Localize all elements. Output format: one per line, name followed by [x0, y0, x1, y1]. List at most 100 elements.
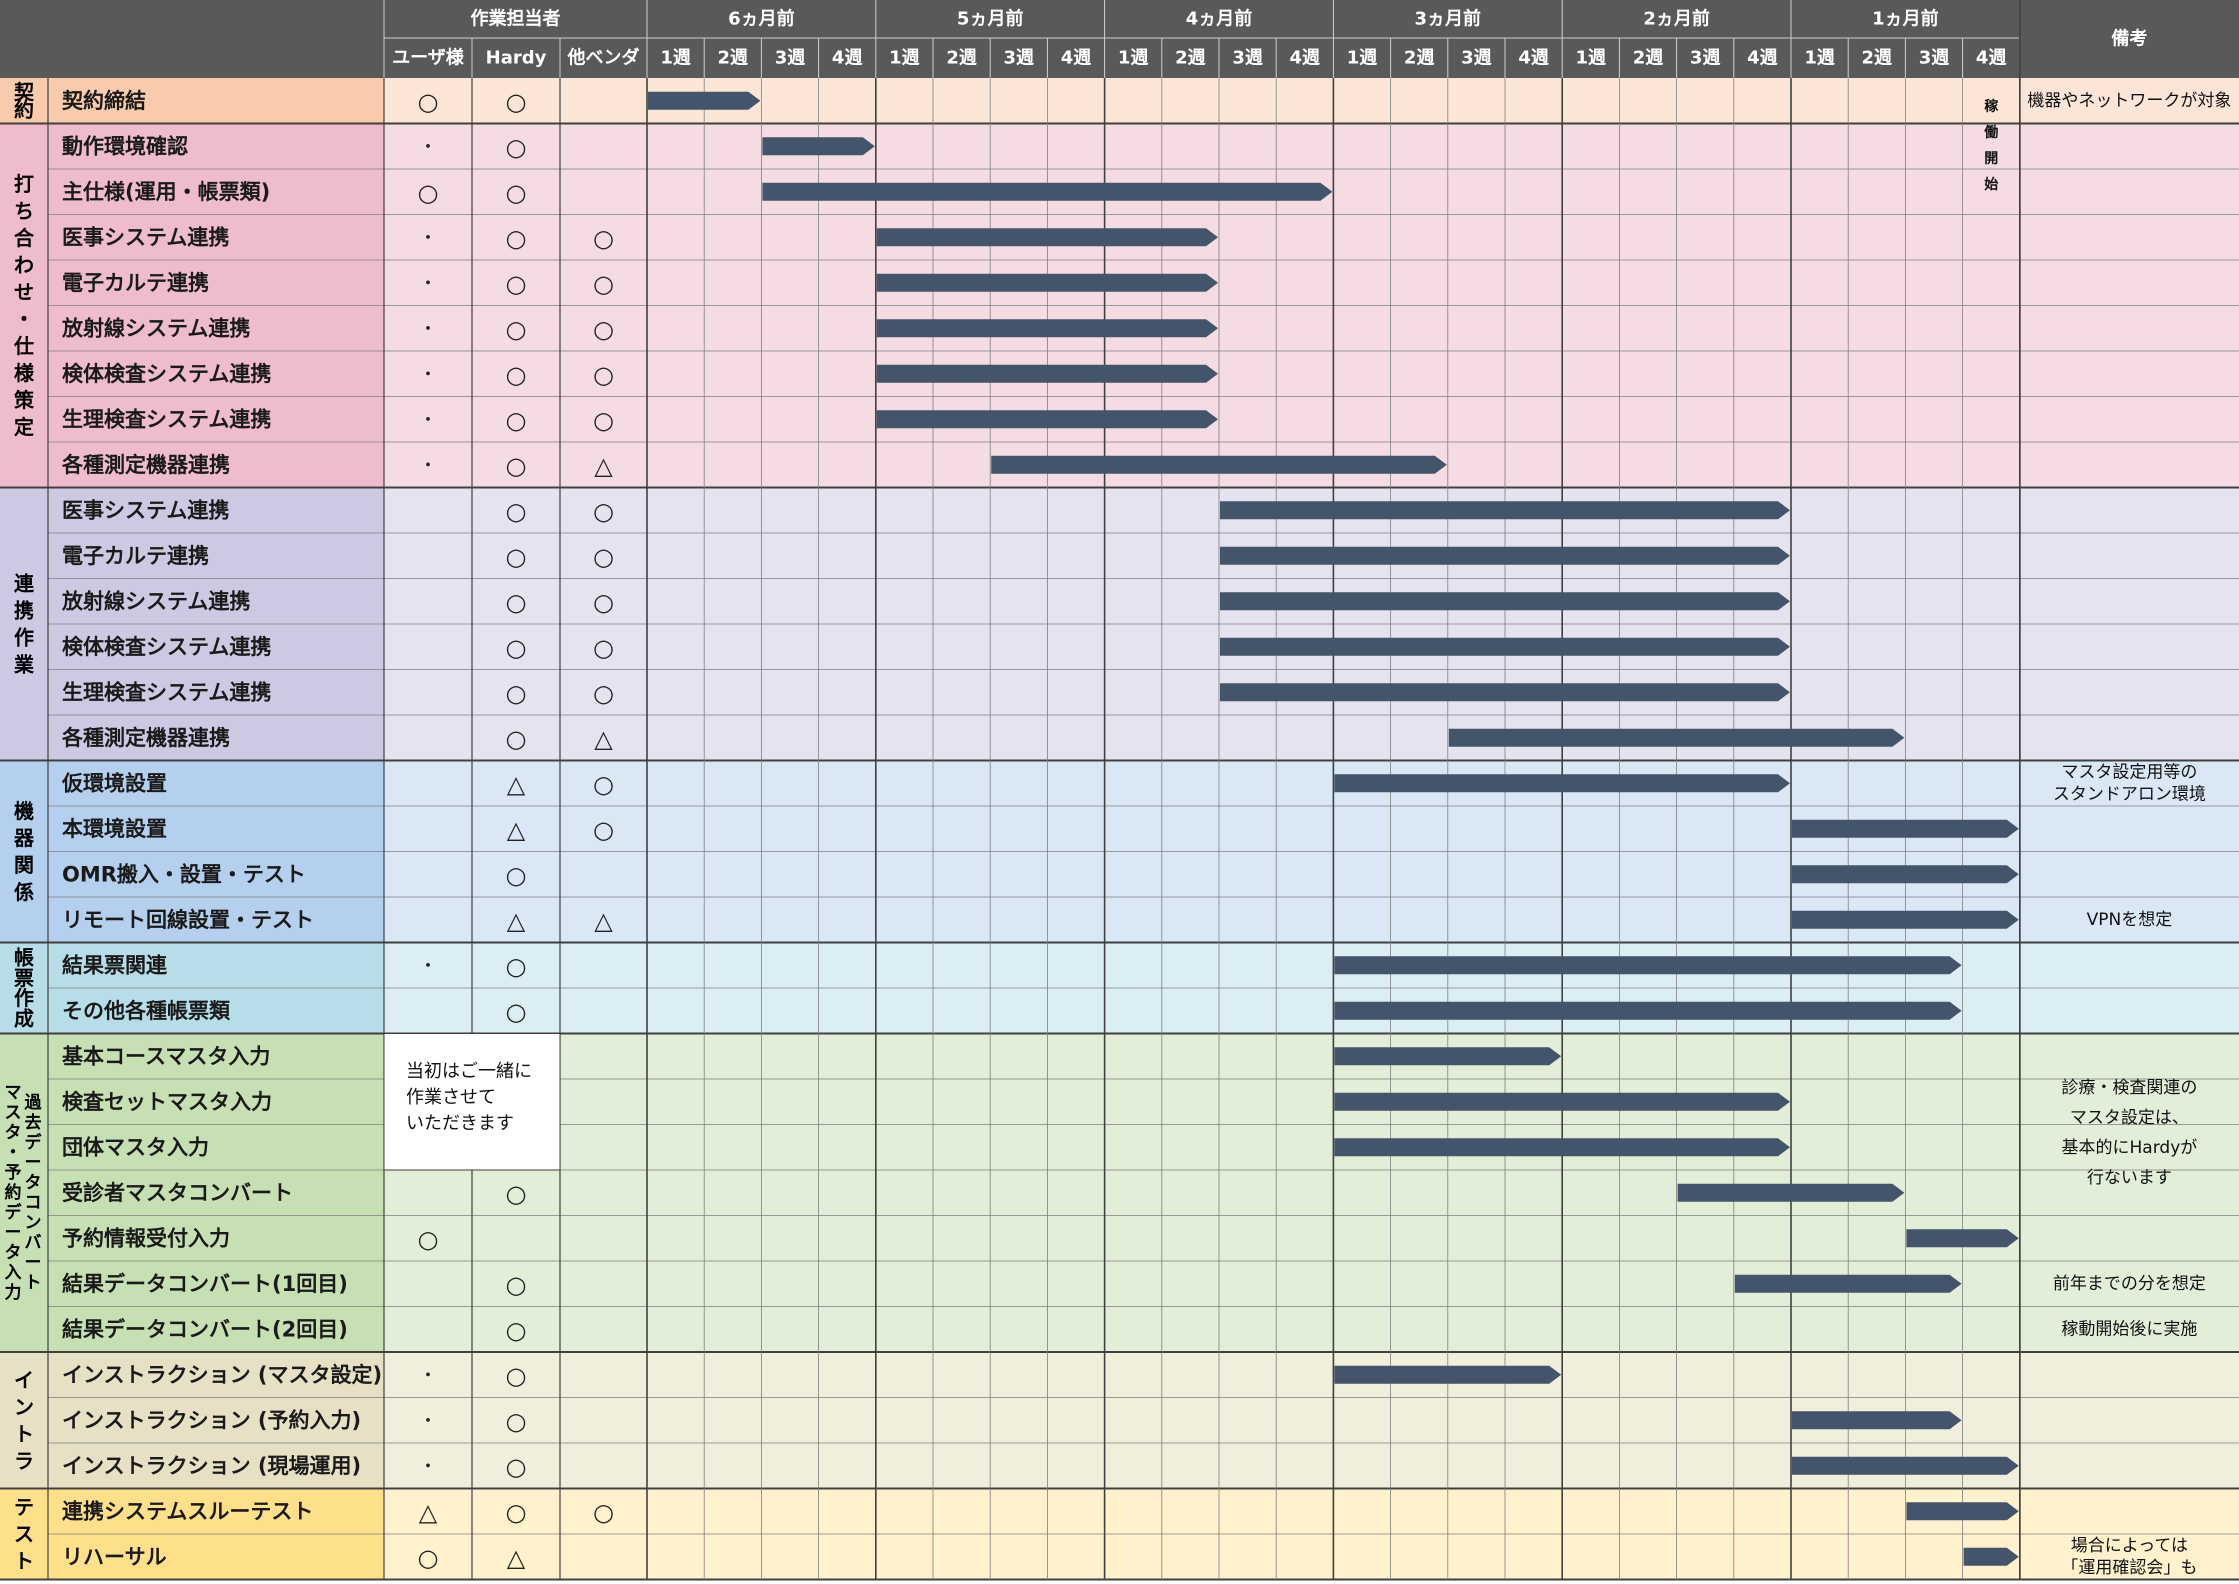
- assignee-mark: ○: [506, 543, 527, 571]
- assignee-mark: ○: [506, 861, 527, 889]
- assignee-mark: ・: [419, 455, 437, 476]
- group-label-char: 係: [14, 880, 34, 904]
- task-name: 検体検査システム連携: [62, 635, 271, 659]
- month-header: 1ヵ月前: [1872, 8, 1939, 30]
- task-name: その他各種帳票類: [62, 999, 231, 1023]
- assignee-mark: ○: [506, 497, 527, 525]
- assignee-mark: △: [507, 1544, 526, 1572]
- group-label-char: ン: [25, 1213, 42, 1233]
- table-row: 各種測定機器連携 ・ ○ △: [61, 452, 613, 480]
- assignee-mark: ・: [419, 1365, 437, 1386]
- gantt-bar: [1334, 1365, 1562, 1384]
- task-name: リハーサル: [62, 1545, 167, 1569]
- task-name: 放射線システム連携: [61, 316, 250, 340]
- table-row: 各種測定機器連携 ○ △: [61, 725, 613, 753]
- group-label-char: せ: [14, 280, 34, 304]
- group-label-bg: [0, 1352, 384, 1489]
- group-label: 契約: [13, 80, 35, 122]
- table-row: 団体マスタ入力: [62, 1135, 209, 1159]
- assignee-mark: ○: [506, 725, 527, 753]
- go-live-label: 稼: [1984, 98, 1998, 115]
- table-row: リモート回線設置・テスト △ △: [62, 907, 613, 935]
- week-header: 4週: [1290, 48, 1321, 69]
- table-row: 生理検査システム連携 ○ ○: [62, 679, 614, 707]
- table-row: 結果データコンバート(2回目) ○: [62, 1316, 526, 1344]
- gantt-bar: [876, 228, 1218, 247]
- task-name: 主仕様(運用・帳票類): [62, 180, 270, 204]
- group-label-char: 機: [14, 799, 34, 823]
- group-label-char: ス: [14, 1522, 34, 1546]
- table-row: OMR搬入・設置・テスト ○: [62, 861, 526, 889]
- table-row: 放射線システム連携 ・ ○ ○: [61, 315, 614, 343]
- assignee-mark: ・: [419, 410, 437, 431]
- table-row: インストラクション (マスタ設定) ・ ○: [62, 1362, 526, 1390]
- task-name: 電子カルテ連携: [62, 271, 209, 295]
- assignee-mark: ○: [593, 634, 614, 662]
- bars: [648, 91, 2019, 1566]
- gantt-bar: [1448, 728, 1905, 747]
- group-label-char: ち: [14, 199, 34, 223]
- table-row: 連携システムスルーテスト △ ○ ○: [62, 1498, 614, 1526]
- table-row: 検査セットマスタ入力: [62, 1090, 272, 1114]
- group-label-char: 成: [14, 1006, 34, 1030]
- group-label-char: デ: [5, 1202, 23, 1223]
- task-name: 仮環境設置: [61, 771, 167, 795]
- table-row: 放射線システム連携 ○ ○: [61, 588, 614, 616]
- group-label-char: コ: [25, 1193, 42, 1213]
- week-header: 4週: [1518, 48, 1549, 69]
- task-name: 連携システムスルーテスト: [62, 1499, 313, 1523]
- group-label: テスト: [14, 1495, 34, 1573]
- gantt-bar: [1220, 683, 1790, 702]
- group-label-char: バ: [25, 1233, 42, 1253]
- table-row: 仮環境設置 △ ○: [61, 770, 614, 798]
- task-name: 検体検査システム連携: [62, 362, 271, 386]
- remark-text: 基本的にHardyが: [2062, 1138, 2198, 1158]
- group-label-char: 去: [25, 1112, 42, 1133]
- gantt-bar: [1792, 1456, 2019, 1475]
- week-header: 2週: [1633, 48, 1664, 69]
- task-name: 本環境設置: [62, 817, 167, 841]
- group-label-bg: [0, 1033, 384, 1352]
- group-label-char: イ: [14, 1368, 34, 1392]
- group-label-char: ー: [25, 1253, 42, 1273]
- week-header: 3週: [1461, 48, 1492, 69]
- assignee-mark: △: [507, 816, 526, 844]
- assignees-title: 作業担当者: [471, 8, 561, 30]
- task-name: インストラクション (現場運用): [62, 1454, 361, 1478]
- assignee-mark: ○: [506, 634, 527, 662]
- group-label-char: 予: [5, 1163, 22, 1183]
- week-header: 4週: [1976, 48, 2007, 69]
- group-label-char: 器: [13, 826, 35, 850]
- group-label-char: 連: [14, 572, 35, 596]
- assignee-mark: ○: [593, 770, 614, 798]
- assignee-mark: ○: [418, 88, 439, 116]
- table-row: インストラクション (予約入力) ・ ○: [62, 1407, 526, 1435]
- group-label-char: 携: [14, 599, 34, 623]
- group-label-char: ン: [14, 1395, 34, 1419]
- assignee-mark: ・: [419, 956, 437, 977]
- gantt-bar: [876, 410, 1218, 429]
- gantt-bar: [876, 364, 1218, 383]
- gantt-bar: [991, 455, 1447, 474]
- assignee-mark: ○: [506, 998, 527, 1026]
- group-label-char: 約: [5, 1182, 22, 1203]
- task-name: 基本コースマスタ入力: [62, 1044, 270, 1068]
- group-label-char: ー: [5, 1223, 22, 1243]
- group-label-char: 帳: [14, 946, 34, 970]
- week-header: 1週: [1347, 48, 1378, 69]
- week-header: 3週: [1004, 48, 1035, 69]
- week-header: 2週: [946, 48, 977, 69]
- task-name: 放射線システム連携: [61, 589, 250, 613]
- task-name: 動作環境確認: [62, 134, 188, 158]
- group-label-char: ト: [25, 1273, 42, 1293]
- gantt-bar: [1792, 865, 2019, 884]
- assignee-mark: ○: [593, 224, 614, 252]
- remark-text: 「運用確認会」も: [2061, 1558, 2197, 1578]
- group-label-char: 契: [13, 80, 35, 104]
- table-row: 電子カルテ連携 ・ ○ ○: [62, 270, 614, 298]
- gantt-bar: [1334, 956, 1962, 975]
- group-label-char: 力: [5, 1282, 22, 1303]
- assignee-mark: ○: [506, 1316, 527, 1344]
